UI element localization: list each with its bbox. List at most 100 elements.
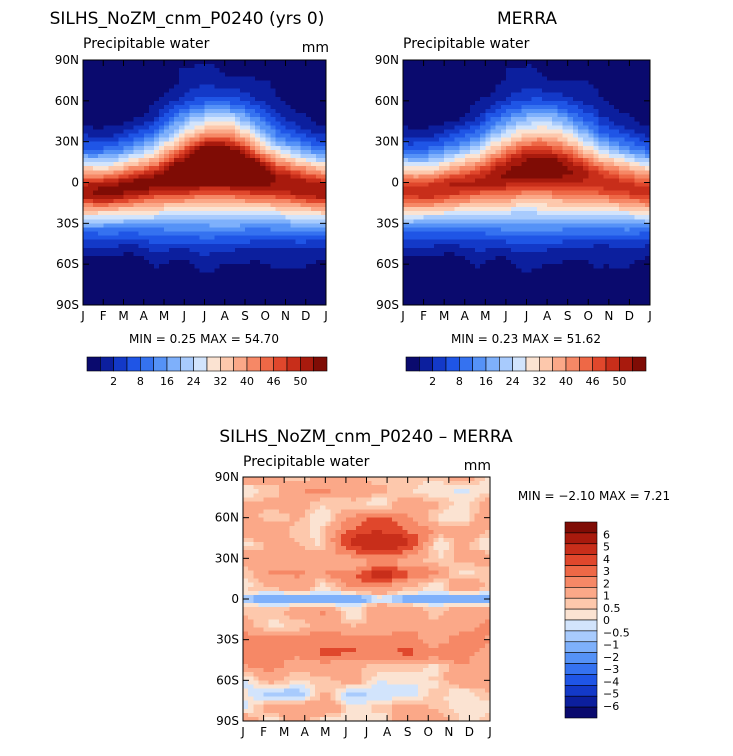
panel1-cell xyxy=(194,80,200,85)
panel1-cell xyxy=(280,183,286,188)
panel1-cell xyxy=(184,76,190,81)
panel1-cell xyxy=(113,158,119,163)
panel1-ytick-label: 30S xyxy=(56,216,79,230)
panel1-cell xyxy=(296,109,302,114)
panel1-cell xyxy=(255,68,261,73)
panel2-cell xyxy=(521,117,527,122)
panel1-cell xyxy=(220,129,226,134)
panel1-cell xyxy=(220,276,226,281)
panel1-cell xyxy=(286,64,292,69)
panel2-cell xyxy=(413,154,419,159)
panel1-cell xyxy=(255,227,261,232)
panel1-cell xyxy=(83,281,89,286)
panel1-cell xyxy=(164,207,170,212)
panel1-cell xyxy=(194,101,200,106)
panel1-cell xyxy=(113,183,119,188)
panel1-cell xyxy=(260,89,266,94)
panel1-cell xyxy=(93,142,99,147)
panel1-cell xyxy=(139,215,145,220)
panel2-cell xyxy=(403,134,409,139)
panel1-cell xyxy=(240,85,246,90)
panel2-cell xyxy=(563,195,569,200)
panel1-cell xyxy=(270,232,276,237)
panel2-cell xyxy=(465,113,471,118)
panel2-cell xyxy=(475,191,481,196)
panel2-cell xyxy=(444,268,450,273)
panel1-cell xyxy=(255,244,261,249)
panel1-cell xyxy=(134,232,140,237)
panel1-cell xyxy=(230,174,236,179)
panel1-cell xyxy=(164,215,170,220)
panel1-cell xyxy=(230,134,236,139)
panel1-cell xyxy=(230,93,236,98)
panel1-cell xyxy=(275,105,281,110)
panel2-cell xyxy=(439,203,445,208)
panel2-cell xyxy=(501,276,507,281)
panel1-cell xyxy=(134,68,140,73)
panel2-cell xyxy=(521,281,527,286)
panel1-cell xyxy=(301,268,307,273)
panel1-cell xyxy=(245,150,251,155)
panel2-cell xyxy=(470,248,476,253)
panel1-cell xyxy=(205,125,211,130)
panel1-cell xyxy=(83,121,89,126)
panel1-cell xyxy=(103,248,109,253)
panel1-cell xyxy=(311,187,317,192)
panel2-cell xyxy=(511,134,517,139)
panel1-cell xyxy=(129,191,135,196)
panel2-cell xyxy=(542,256,548,261)
panel1-cell xyxy=(129,178,135,183)
panel1-cell xyxy=(260,203,266,208)
panel2-cell xyxy=(449,146,455,151)
panel2-cell xyxy=(439,223,445,228)
panel2-cell xyxy=(480,117,486,122)
panel2-cell xyxy=(568,166,574,171)
panel1-cell xyxy=(260,150,266,155)
panel1-cell xyxy=(88,191,94,196)
panel2-cell xyxy=(501,236,507,241)
panel1-cell xyxy=(291,264,297,269)
panel2-cell xyxy=(439,260,445,265)
panel2-cell xyxy=(418,146,424,151)
panel2-cell xyxy=(542,154,548,159)
panel1-cell xyxy=(118,97,124,102)
panel1-cell xyxy=(225,170,231,175)
panel1-cell xyxy=(220,289,226,294)
panel2-cell xyxy=(434,72,440,77)
panel1-cell xyxy=(250,154,256,159)
panel1-cell xyxy=(189,129,195,134)
panel1-cell xyxy=(124,268,130,273)
panel1-cell xyxy=(113,276,119,281)
panel2-cell xyxy=(527,134,533,139)
panel2-cell xyxy=(557,89,563,94)
panel2-cell xyxy=(547,183,553,188)
panel2-cell xyxy=(418,80,424,85)
panel1-cell xyxy=(210,162,216,167)
panel1-cell xyxy=(154,248,160,253)
panel2-cell xyxy=(439,191,445,196)
panel1-cell xyxy=(215,166,221,171)
panel2-cell xyxy=(434,276,440,281)
panel2-cell xyxy=(413,97,419,102)
panel2-cell xyxy=(501,252,507,257)
panel1-cell xyxy=(260,240,266,245)
panel2-cell xyxy=(573,154,579,159)
panel2-cell xyxy=(475,293,481,298)
panel2-cell xyxy=(439,276,445,281)
panel2-cell xyxy=(573,219,579,224)
panel1-cell xyxy=(220,109,226,114)
panel2-cell xyxy=(408,113,414,118)
panel2-cell xyxy=(568,268,574,273)
panel2-cell xyxy=(501,76,507,81)
panel1-cell xyxy=(144,178,150,183)
panel1-cell xyxy=(270,252,276,257)
panel1-cell xyxy=(103,260,109,265)
panel1-cell xyxy=(265,158,271,163)
panel2-cell xyxy=(449,97,455,102)
panel2-cell xyxy=(460,264,466,269)
panel1-cell xyxy=(113,219,119,224)
panel1-cell xyxy=(301,162,307,167)
panel1-cell xyxy=(301,125,307,130)
panel2-cell xyxy=(516,166,522,171)
